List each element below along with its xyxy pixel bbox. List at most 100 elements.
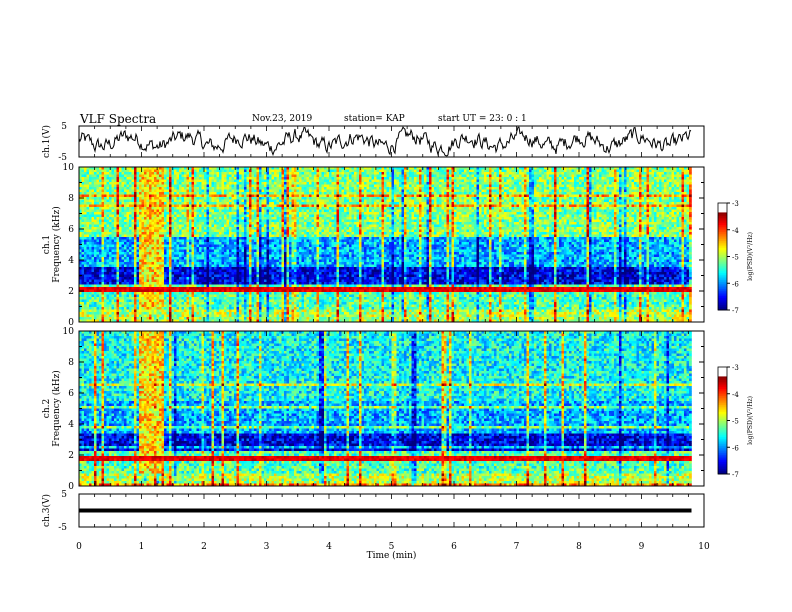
spectrogram-cell — [192, 177, 195, 180]
spectrogram-cell — [304, 177, 307, 180]
spectrogram-cell — [544, 175, 547, 178]
spectrogram-cell — [402, 175, 405, 178]
spectrogram-cell — [374, 180, 377, 183]
spectrogram-cell — [324, 170, 327, 173]
spectrogram-cell — [447, 180, 450, 183]
spectrogram-cell — [152, 177, 155, 180]
spectrogram-cell — [254, 182, 257, 185]
spectrogram-cell — [329, 170, 332, 173]
spectrogram-cell — [332, 177, 335, 180]
spectrogram-cell — [672, 177, 675, 180]
spectrogram-cell — [567, 170, 570, 173]
spectrogram-cell — [482, 180, 485, 183]
spectrogram-cell — [292, 177, 295, 180]
spectrogram-cell — [367, 180, 370, 183]
spectrogram-cell — [252, 172, 255, 175]
spectrogram-cell — [274, 182, 277, 185]
spectrogram-cell — [132, 172, 135, 175]
spectrogram-cell — [177, 172, 180, 175]
spectrogram-cell — [552, 180, 555, 183]
spectrogram-cell — [342, 182, 345, 185]
spectrogram-cell — [507, 175, 510, 178]
spectrogram-cell — [82, 175, 85, 178]
spectrogram-cell — [162, 180, 165, 183]
spectrogram-cell — [282, 182, 285, 185]
ytick-label: 5 — [61, 122, 67, 132]
spectrogram-cell — [164, 175, 167, 178]
spectrogram-cell — [614, 172, 617, 175]
spectrogram-cell — [519, 175, 522, 178]
spectrogram-cell — [584, 177, 587, 180]
spectrogram-cell — [289, 180, 292, 183]
spectrogram-cell — [472, 172, 475, 175]
spectrogram-cell — [102, 182, 105, 185]
spectrogram-cell — [552, 177, 555, 180]
spectrogram-cell — [409, 175, 412, 178]
spectrogram-cell — [269, 175, 272, 178]
spectrogram-cell — [247, 177, 250, 180]
spectrogram-cell — [617, 175, 620, 178]
spectrogram-cell — [402, 170, 405, 173]
spectrogram-cell — [477, 172, 480, 175]
spectrogram-cell — [389, 177, 392, 180]
spectrogram-cell — [667, 170, 670, 173]
spectrogram-cell — [539, 180, 542, 183]
spectrogram-cell — [357, 175, 360, 178]
spectrogram-cell — [127, 177, 130, 180]
spectrogram-cell — [617, 172, 620, 175]
spectrogram-cell — [389, 175, 392, 178]
spectrogram-cell — [474, 180, 477, 183]
spectrogram-cell — [542, 175, 545, 178]
spectrogram-cell — [289, 175, 292, 178]
spectrogram-cell — [347, 175, 350, 178]
spectrogram-cell — [217, 172, 220, 175]
spectrogram-cell — [524, 170, 527, 173]
spectrogram-cell — [449, 175, 452, 178]
spectrogram-cell — [514, 180, 517, 183]
spectrogram-cell — [264, 180, 267, 183]
spectrogram-cell — [282, 175, 285, 178]
spectrogram-cell — [674, 180, 677, 183]
spectrogram-cell — [249, 172, 252, 175]
spectrogram-cell — [357, 180, 360, 183]
spectrogram-cell — [142, 182, 145, 185]
spectrogram-cell — [669, 177, 672, 180]
spectrogram-cell — [154, 182, 157, 185]
spectrogram-cell — [157, 172, 160, 175]
spectrogram-cell — [237, 182, 240, 185]
spectrogram-cell — [342, 180, 345, 183]
spectrogram-cell — [602, 177, 605, 180]
spectrogram-cell — [419, 175, 422, 178]
spectrogram-cell — [459, 177, 462, 180]
spectrogram-cell — [494, 175, 497, 178]
spectrogram-cell — [539, 170, 542, 173]
spectrogram-cell — [112, 170, 115, 173]
spectrogram-cell — [507, 172, 510, 175]
spectrogram-cell — [462, 175, 465, 178]
spectrogram-cell — [387, 170, 390, 173]
spectrogram-cell — [194, 172, 197, 175]
spectrogram-cell — [687, 177, 690, 180]
spectrogram-cell — [337, 170, 340, 173]
spectrogram-cell — [154, 177, 157, 180]
spectrogram-cell — [167, 180, 170, 183]
spectrogram-cell — [137, 180, 140, 183]
spectrogram-cell — [352, 182, 355, 185]
spectrogram-cell — [597, 180, 600, 183]
spectrogram-cell — [152, 172, 155, 175]
spectrogram-cell — [204, 182, 207, 185]
spectrogram-cell — [542, 172, 545, 175]
spectrogram-cell — [219, 172, 222, 175]
spectrogram-cell — [84, 182, 87, 185]
spectrogram-cell — [112, 177, 115, 180]
spectrogram-cell — [202, 177, 205, 180]
spectrogram-cell — [439, 170, 442, 173]
spectrogram-cell — [109, 180, 112, 183]
spectrogram-cell — [169, 172, 172, 175]
spectrogram-cell — [137, 172, 140, 175]
spectrogram-cell — [437, 177, 440, 180]
spectrogram-cell — [507, 180, 510, 183]
spectrogram-cell — [549, 170, 552, 173]
spectrogram-cell — [352, 180, 355, 183]
spectrogram-cell — [579, 180, 582, 183]
